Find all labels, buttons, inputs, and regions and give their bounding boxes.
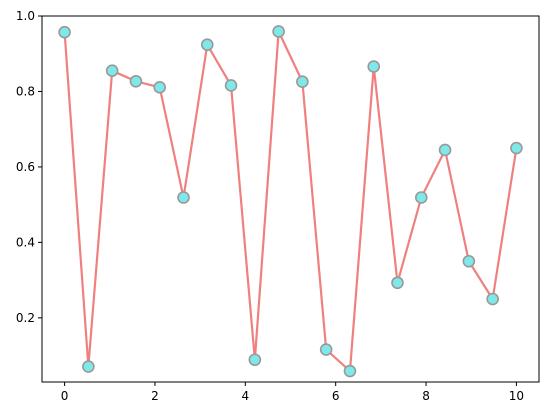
data-point [391, 276, 404, 290]
y-tick-label: 0.8 [16, 84, 35, 98]
x-tick-label: 6 [332, 389, 340, 403]
x-tick-label: 2 [151, 389, 159, 403]
x-tick-label: 10 [509, 389, 524, 403]
y-tick-label: 0.6 [16, 160, 35, 174]
data-point [462, 254, 476, 268]
data-point [367, 60, 381, 73]
axes-frame [41, 15, 540, 383]
data-point [58, 25, 71, 39]
y-tick-label: 1.0 [16, 9, 35, 23]
x-axis: 0 2 4 6 8 10 [61, 382, 524, 403]
y-tick-label: 0.4 [16, 235, 35, 249]
data-point [486, 292, 499, 306]
data-point [415, 191, 428, 204]
data-point [296, 75, 309, 88]
data-point [319, 343, 333, 356]
y-tick-label: 0.2 [16, 311, 35, 325]
data-point [153, 81, 166, 94]
data-point [129, 74, 143, 88]
data-point [272, 25, 285, 38]
x-tick-label: 8 [422, 389, 430, 403]
plot-area [58, 25, 523, 378]
data-point [343, 364, 357, 378]
data-point [177, 191, 190, 204]
y-axis: 0.2 0.4 0.6 0.8 1.0 [16, 9, 42, 325]
x-tick-label: 0 [61, 389, 69, 403]
data-point [248, 353, 262, 367]
data-point [510, 141, 523, 155]
data-point [82, 360, 95, 373]
data-point [200, 38, 214, 51]
x-tick-label: 4 [241, 389, 249, 403]
data-point [224, 79, 238, 92]
data-point [438, 143, 452, 157]
data-point [105, 64, 119, 78]
